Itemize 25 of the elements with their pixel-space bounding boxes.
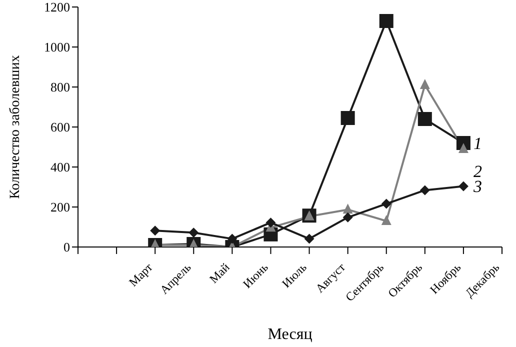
point — [420, 79, 430, 89]
series-label: 1 — [473, 134, 482, 153]
point — [420, 185, 430, 196]
y-tick-label: 800 — [50, 80, 70, 95]
y-tick-label: 1000 — [44, 40, 70, 55]
y-tick-label: 200 — [50, 200, 70, 215]
point — [342, 204, 353, 214]
point — [381, 215, 392, 225]
y-tick-label: 0 — [64, 240, 70, 255]
point — [342, 212, 353, 222]
x-axis-title: Месяц — [268, 326, 313, 343]
point — [418, 112, 432, 126]
y-tick-label: 600 — [50, 120, 70, 135]
point — [304, 234, 314, 244]
point — [379, 14, 394, 28]
point — [150, 226, 160, 236]
point — [340, 111, 355, 125]
y-axis-title: Количество заболевших — [8, 55, 23, 199]
point — [227, 234, 238, 244]
point — [266, 218, 276, 228]
point — [458, 181, 468, 192]
y-tick-label: 1200 — [44, 0, 70, 15]
point — [381, 198, 392, 209]
y-tick-label: 400 — [50, 160, 70, 175]
point — [188, 228, 199, 238]
